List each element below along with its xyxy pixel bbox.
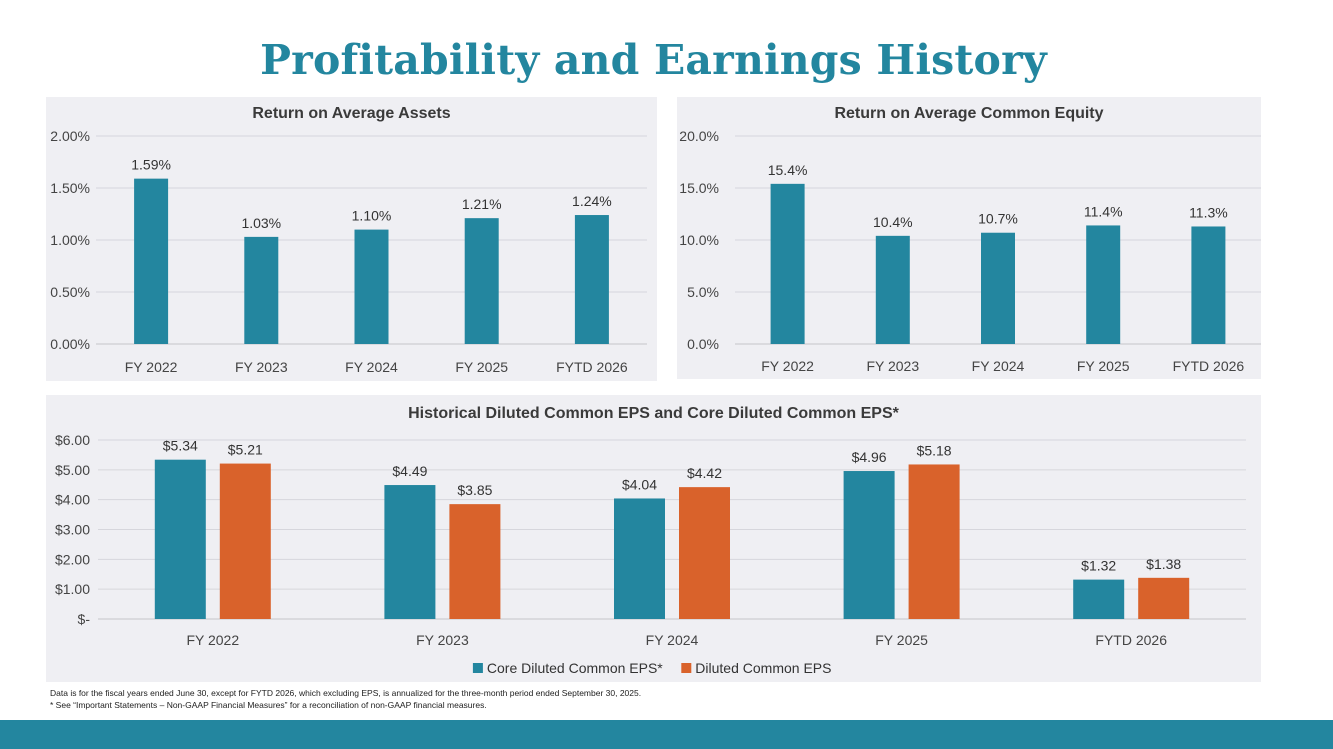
bar-roaa-fy-2022 <box>134 178 169 344</box>
bar-roace-fy-2025 <box>1086 225 1121 344</box>
bar-roaa-fy-2025 <box>464 218 499 344</box>
x-category-label: FYTD 2026 <box>1173 358 1245 374</box>
x-category-label: FY 2022 <box>761 358 814 374</box>
x-category-label: FY 2025 <box>875 632 928 648</box>
y-tick-label: 1.00% <box>50 232 90 248</box>
bar-eps-core-fytd-2026 <box>1073 579 1125 619</box>
roaa-chart: Return on Average Assets 0.00% 0.50% 1.00% 1… <box>50 105 647 375</box>
y-tick-label: 1.50% <box>50 180 90 196</box>
data-label: $1.32 <box>1081 558 1116 574</box>
data-label: 1.24% <box>572 193 612 209</box>
data-label: $5.18 <box>917 442 952 458</box>
footer-bar <box>0 720 1333 749</box>
y-tick-label: 15.0% <box>679 180 719 196</box>
y-tick-label: $2.00 <box>55 551 90 567</box>
legend-label-core: Core Diluted Common EPS* <box>487 660 663 676</box>
bar-roaa-fy-2024 <box>354 229 389 344</box>
bar-roace-fytd-2026 <box>1191 226 1226 344</box>
legend-swatch-core <box>472 663 483 673</box>
bar-eps-diluted-fy-2023 <box>449 504 501 619</box>
data-label: 10.7% <box>978 211 1018 227</box>
y-tick-label: 20.0% <box>679 128 719 144</box>
bar-eps-diluted-fy-2025 <box>908 464 960 619</box>
y-tick-label: 10.0% <box>679 232 719 248</box>
bar-eps-core-fy-2023 <box>384 485 436 619</box>
y-tick-label: $6.00 <box>55 432 90 448</box>
x-category-label: FY 2024 <box>972 358 1025 374</box>
data-label: $3.85 <box>457 482 492 498</box>
x-category-label: FY 2022 <box>186 632 239 648</box>
bar-roace-fy-2022 <box>770 183 805 344</box>
data-label: 11.3% <box>1189 204 1228 220</box>
data-label: $1.38 <box>1146 556 1181 572</box>
x-category-label: FY 2023 <box>416 632 469 648</box>
x-category-label: FYTD 2026 <box>1095 632 1167 648</box>
y-tick-label: $4.00 <box>55 492 90 508</box>
y-tick-label: $1.00 <box>55 581 90 597</box>
x-category-label: FY 2023 <box>866 358 919 374</box>
data-label: $4.42 <box>687 465 722 481</box>
x-category-label: FY 2022 <box>125 359 178 375</box>
x-category-label: FYTD 2026 <box>556 359 628 375</box>
bar-eps-core-fy-2025 <box>843 471 895 619</box>
data-label: $5.34 <box>163 438 198 454</box>
data-label: $4.96 <box>852 449 887 465</box>
data-label: 15.4% <box>768 162 808 178</box>
data-label: $4.49 <box>392 463 427 479</box>
eps-chart: Historical Diluted Common EPS and Core D… <box>55 405 1246 676</box>
y-tick-label: 0.50% <box>50 284 90 300</box>
y-tick-label: $5.00 <box>55 462 90 478</box>
chart-title: Historical Diluted Common EPS and Core D… <box>408 405 900 422</box>
page-title: Profitability and Earnings History <box>260 36 1047 84</box>
x-category-label: FY 2024 <box>646 632 699 648</box>
x-category-label: FY 2025 <box>455 359 508 375</box>
eps-chart-panel: Historical Diluted Common EPS and Core D… <box>46 395 1261 682</box>
y-tick-label: 5.0% <box>687 284 719 300</box>
bar-roace-fy-2023 <box>875 235 910 344</box>
data-label: 1.10% <box>352 208 392 224</box>
footnote-non-gaap: * See “Important Statements – Non-GAAP F… <box>50 700 487 710</box>
x-category-label: FY 2024 <box>345 359 398 375</box>
bar-roace-fy-2024 <box>981 232 1015 344</box>
data-label: 1.21% <box>462 196 502 212</box>
y-tick-label: 0.00% <box>50 336 90 352</box>
roaa-chart-panel: Return on Average Assets 0.00% 0.50% 1.00% 1… <box>46 97 657 381</box>
bar-eps-core-fy-2022 <box>154 459 206 619</box>
y-tick-label: $3.00 <box>55 522 90 538</box>
data-label: $5.21 <box>228 442 263 458</box>
legend-swatch-diluted <box>681 663 692 673</box>
y-tick-label: 2.00% <box>50 128 90 144</box>
x-category-label: FY 2023 <box>235 359 288 375</box>
chart-title: Return on Average Common Equity <box>834 105 1103 122</box>
bar-eps-diluted-fy-2024 <box>679 487 730 619</box>
bar-roaa-fytd-2026 <box>574 215 609 344</box>
y-tick-label: $- <box>78 611 91 627</box>
legend-label-diluted: Diluted Common EPS <box>695 660 831 676</box>
footnote-fiscal-year: Data is for the fiscal years ended June … <box>50 688 642 698</box>
data-label: 1.59% <box>131 157 171 173</box>
bar-eps-diluted-fy-2022 <box>219 463 271 619</box>
x-category-label: FY 2025 <box>1077 358 1130 374</box>
bar-eps-core-fy-2024 <box>614 498 665 619</box>
chart-title: Return on Average Assets <box>252 105 450 122</box>
y-tick-label: 0.0% <box>687 336 719 352</box>
bar-eps-diluted-fytd-2026 <box>1138 577 1190 619</box>
bar-roaa-fy-2023 <box>244 236 279 344</box>
data-label: 1.03% <box>241 215 281 231</box>
data-label: 10.4% <box>873 214 913 230</box>
roace-chart: Return on Average Common Equity 0.0% 5.0% 1… <box>679 105 1261 374</box>
data-label: $4.04 <box>622 476 657 492</box>
data-label: 11.4% <box>1084 203 1123 219</box>
roace-chart-panel: Return on Average Common Equity 0.0% 5.0% 1… <box>677 97 1261 379</box>
